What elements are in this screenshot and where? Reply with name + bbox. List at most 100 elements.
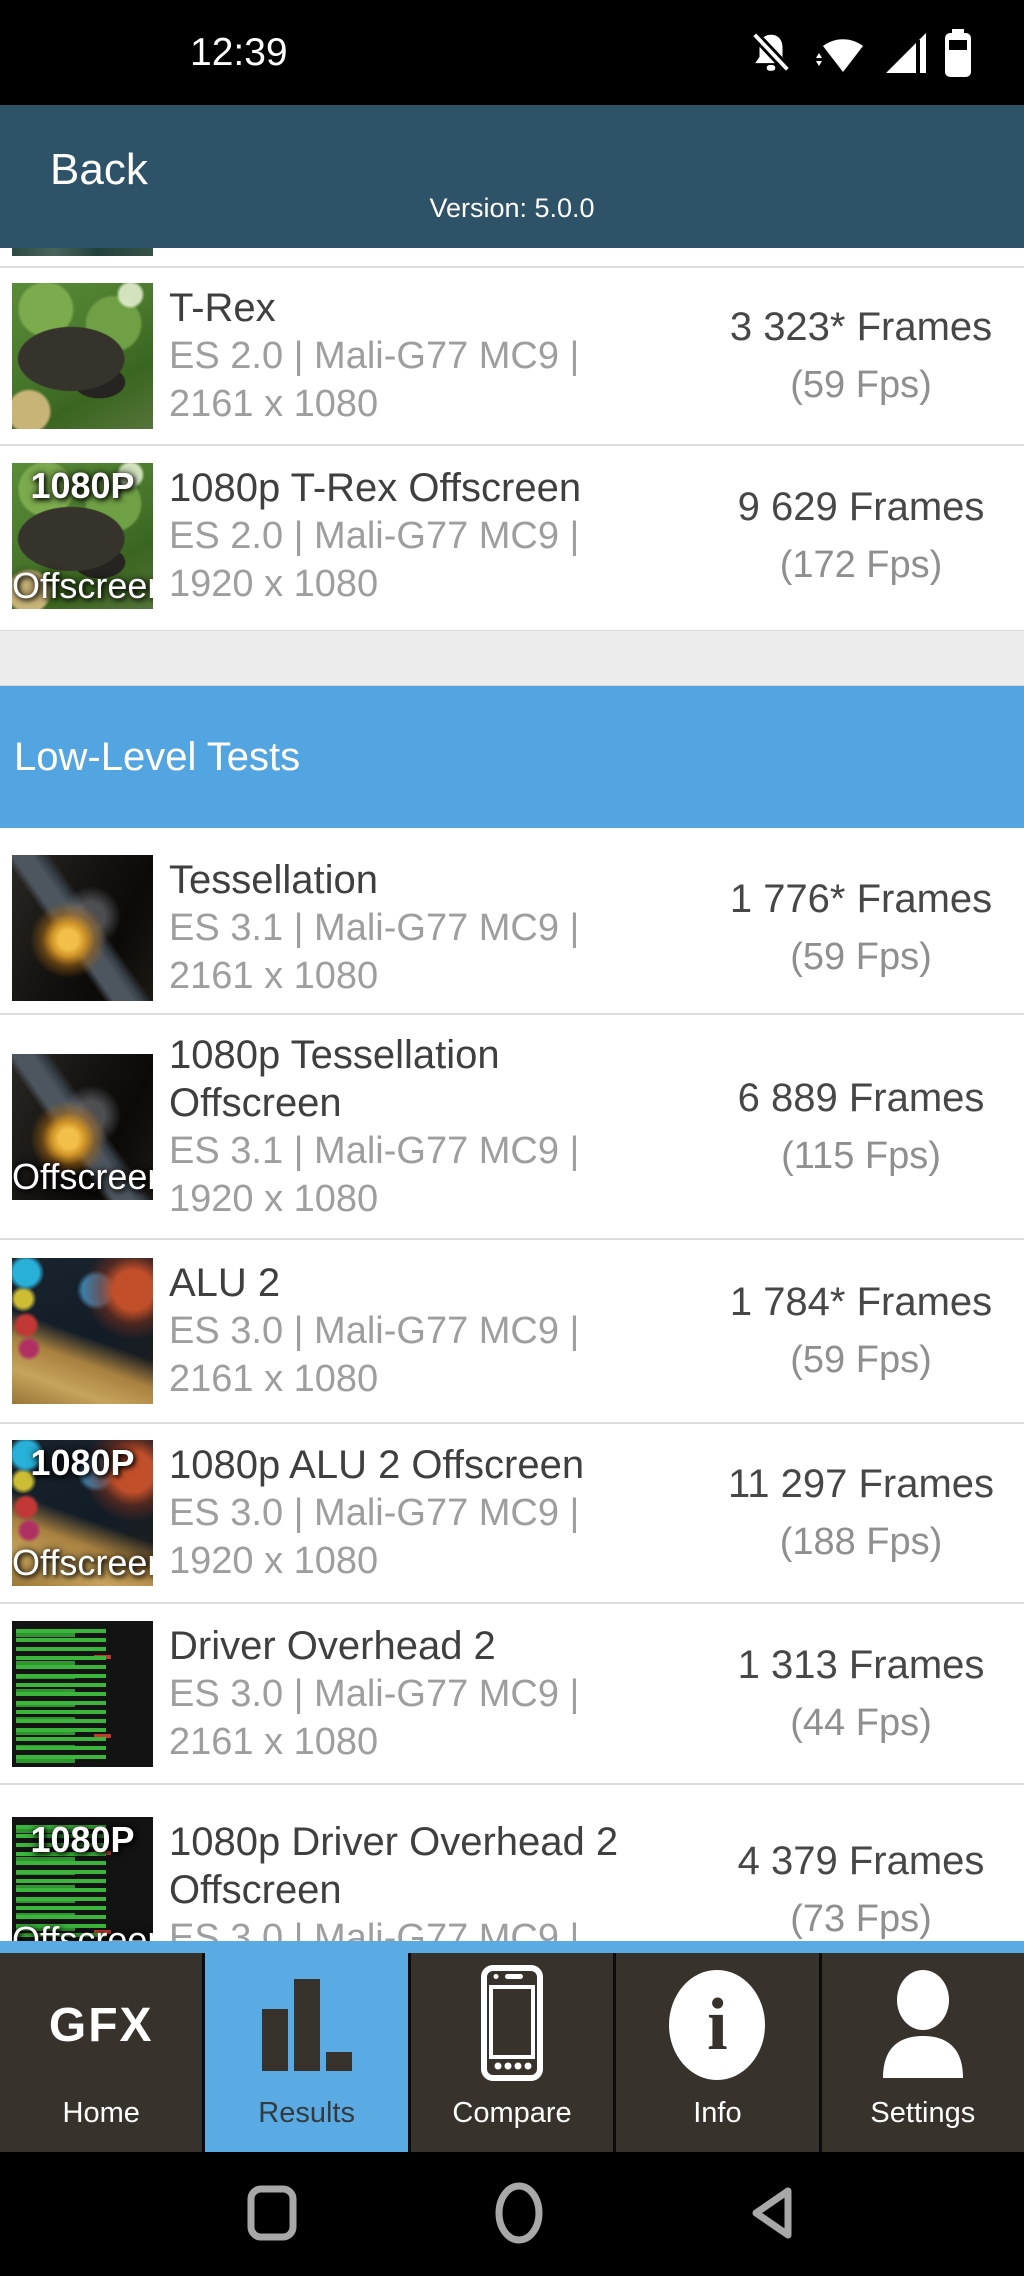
row-subtitle: ES 3.0 | Mali-G77 MC9 | xyxy=(169,1672,580,1715)
fps-value: (59 Fps) xyxy=(790,364,932,406)
gfx-logo: GFX xyxy=(48,1998,154,2052)
row-resolution: 2161 x 1080 xyxy=(169,383,379,425)
back-button[interactable]: Back xyxy=(50,145,148,194)
row-resolution: 2161 x 1080 xyxy=(169,954,379,997)
nav-accent-strip xyxy=(0,1941,1024,1953)
notifications-off-icon xyxy=(748,30,794,76)
driver-overhead-offscreen-thumbnail: 1080P Offscreen xyxy=(12,1817,153,1941)
row-subtitle: ES 3.1 | Mali-G77 MC9 | xyxy=(169,1129,580,1172)
row-subtitle: ES 2.0 | Mali-G77 MC9 | xyxy=(169,515,580,557)
tab-results[interactable]: Results xyxy=(205,1953,408,2152)
tab-settings[interactable]: Settings xyxy=(821,1953,1024,2152)
row-resolution: 2161 x 1080 xyxy=(169,1358,379,1400)
row-subtitle: ES 3.0 | Mali-G77 MC9 | xyxy=(169,1310,580,1352)
tab-home[interactable]: GFX Home xyxy=(0,1953,203,2152)
fps-value: (188 Fps) xyxy=(779,1521,943,1563)
frames-value: 1 784* Frames xyxy=(729,1280,993,1324)
smartphone-icon xyxy=(481,1964,544,2086)
result-row-trex[interactable]: T-Rex ES 2.0 | Mali-G77 MC9 | 2161 x 108… xyxy=(0,268,1024,446)
result-row-alu2[interactable]: ALU 2 ES 3.0 | Mali-G77 MC9 | 2161 x 108… xyxy=(0,1240,1024,1424)
status-icons xyxy=(748,28,972,77)
signal-icon xyxy=(884,31,928,75)
badge-1080p: 1080P xyxy=(30,1819,135,1860)
trex-offscreen-thumbnail: 1080P Offscreen xyxy=(12,463,153,609)
result-row-tessellation[interactable]: Tessellation ES 3.1 | Mali-G77 MC9 | 216… xyxy=(0,842,1024,1015)
android-nav-bar xyxy=(0,2152,1024,2276)
spacer xyxy=(0,828,1024,842)
row-title: Driver Overhead 2 xyxy=(169,1623,496,1668)
partial-row-above xyxy=(0,248,1024,268)
fps-value: (59 Fps) xyxy=(790,935,932,978)
frames-value: 3 323* Frames xyxy=(729,305,993,349)
tab-label: Compare xyxy=(452,2097,572,2129)
badge-offscreen: Offscreen xyxy=(12,565,153,606)
alu2-thumbnail xyxy=(12,1258,153,1404)
result-row-tessellation-offscreen[interactable]: Offscreen 1080p Tessellation Offscreen E… xyxy=(0,1015,1024,1240)
row-subtitle: ES 3.1 | Mali-G77 MC9 | xyxy=(169,906,580,949)
driver-overhead-thumbnail xyxy=(12,1620,153,1767)
fps-value: (59 Fps) xyxy=(790,1339,932,1381)
wifi-icon xyxy=(810,30,868,76)
tessellation-offscreen-thumbnail: Offscreen xyxy=(12,1053,153,1200)
row-title: 1080p Tessellation Offscreen xyxy=(169,1032,500,1125)
tab-label: Results xyxy=(258,2097,355,2129)
row-subtitle: ES 3.0 | Mali-G77 MC9 | xyxy=(169,1492,580,1534)
results-list[interactable]: T-Rex ES 2.0 | Mali-G77 MC9 | 2161 x 108… xyxy=(0,248,1024,1941)
status-bar: 12:39 xyxy=(0,0,1024,105)
battery-icon xyxy=(944,28,972,77)
info-icon: i xyxy=(669,1970,766,2080)
row-subtitle: ES 3.0 | Mali-G77 MC9 | xyxy=(169,1917,580,1941)
tab-label: Home xyxy=(62,2097,140,2129)
row-resolution: 1920 x 1080 xyxy=(169,1540,379,1582)
row-resolution: 1920 x 1080 xyxy=(169,1177,379,1220)
frames-value: 4 379 Frames xyxy=(737,1839,985,1883)
badge-1080p: 1080P xyxy=(30,465,135,506)
tab-label: Info xyxy=(693,2097,742,2129)
frames-value: 11 297 Frames xyxy=(727,1462,995,1506)
badge-1080p: 1080P xyxy=(30,1442,135,1483)
result-row-driver-overhead[interactable]: Driver Overhead 2 ES 3.0 | Mali-G77 MC9 … xyxy=(0,1604,1024,1785)
frames-value: 6 889 Frames xyxy=(737,1075,985,1120)
row-title: 1080p T-Rex Offscreen xyxy=(169,466,582,510)
spacer xyxy=(0,626,1024,630)
section-header-low-level: Low-Level Tests xyxy=(0,686,1024,828)
fps-value: (172 Fps) xyxy=(779,544,943,586)
back-nav-button[interactable] xyxy=(744,2184,796,2242)
frames-value: 1 776* Frames xyxy=(729,876,993,921)
recents-button[interactable] xyxy=(246,2184,298,2242)
fps-value: (73 Fps) xyxy=(790,1898,932,1940)
row-title: Tessellation xyxy=(169,857,379,902)
partial-thumbnail xyxy=(12,248,153,256)
fps-value: (115 Fps) xyxy=(781,1134,941,1177)
tessellation-thumbnail xyxy=(12,854,153,1001)
frames-value: 1 313 Frames xyxy=(737,1642,985,1687)
alu2-offscreen-thumbnail: 1080P Offscreen xyxy=(12,1440,153,1586)
tab-label: Settings xyxy=(870,2097,976,2129)
row-title: T-Rex xyxy=(169,286,276,330)
section-divider-band xyxy=(0,630,1024,686)
frames-value: 9 629 Frames xyxy=(737,485,985,529)
badge-offscreen: Offscreen xyxy=(12,1919,153,1941)
result-row-alu2-offscreen[interactable]: 1080P Offscreen 1080p ALU 2 Offscreen ES… xyxy=(0,1424,1024,1604)
clock: 12:39 xyxy=(190,30,288,74)
bar-chart-icon xyxy=(261,1979,352,2071)
person-icon xyxy=(875,1968,971,2083)
badge-offscreen: Offscreen xyxy=(12,1542,153,1583)
row-title: ALU 2 xyxy=(169,1261,281,1305)
fps-value: (44 Fps) xyxy=(790,1701,932,1744)
row-resolution: 1920 x 1080 xyxy=(169,563,379,605)
version-label: Version: 5.0.0 xyxy=(429,193,595,223)
row-title: 1080p ALU 2 Offscreen xyxy=(169,1443,585,1487)
info-glyph: i xyxy=(707,1984,728,2066)
result-row-driver-overhead-offscreen[interactable]: 1080P Offscreen 1080p Driver Overhead 2 … xyxy=(0,1785,1024,1941)
row-title: 1080p Driver Overhead 2 Offscreen xyxy=(169,1820,619,1912)
trex-thumbnail xyxy=(12,283,153,429)
tab-compare[interactable]: Compare xyxy=(410,1953,614,2152)
bottom-nav: GFX Home Results xyxy=(0,1941,1024,2152)
tab-info[interactable]: i Info xyxy=(616,1953,819,2152)
home-button[interactable] xyxy=(494,2180,544,2246)
row-resolution: 2161 x 1080 xyxy=(169,1720,379,1763)
row-subtitle: ES 2.0 | Mali-G77 MC9 | xyxy=(169,335,580,377)
result-row-trex-offscreen[interactable]: 1080P Offscreen 1080p T-Rex Offscreen ES… xyxy=(0,446,1024,626)
